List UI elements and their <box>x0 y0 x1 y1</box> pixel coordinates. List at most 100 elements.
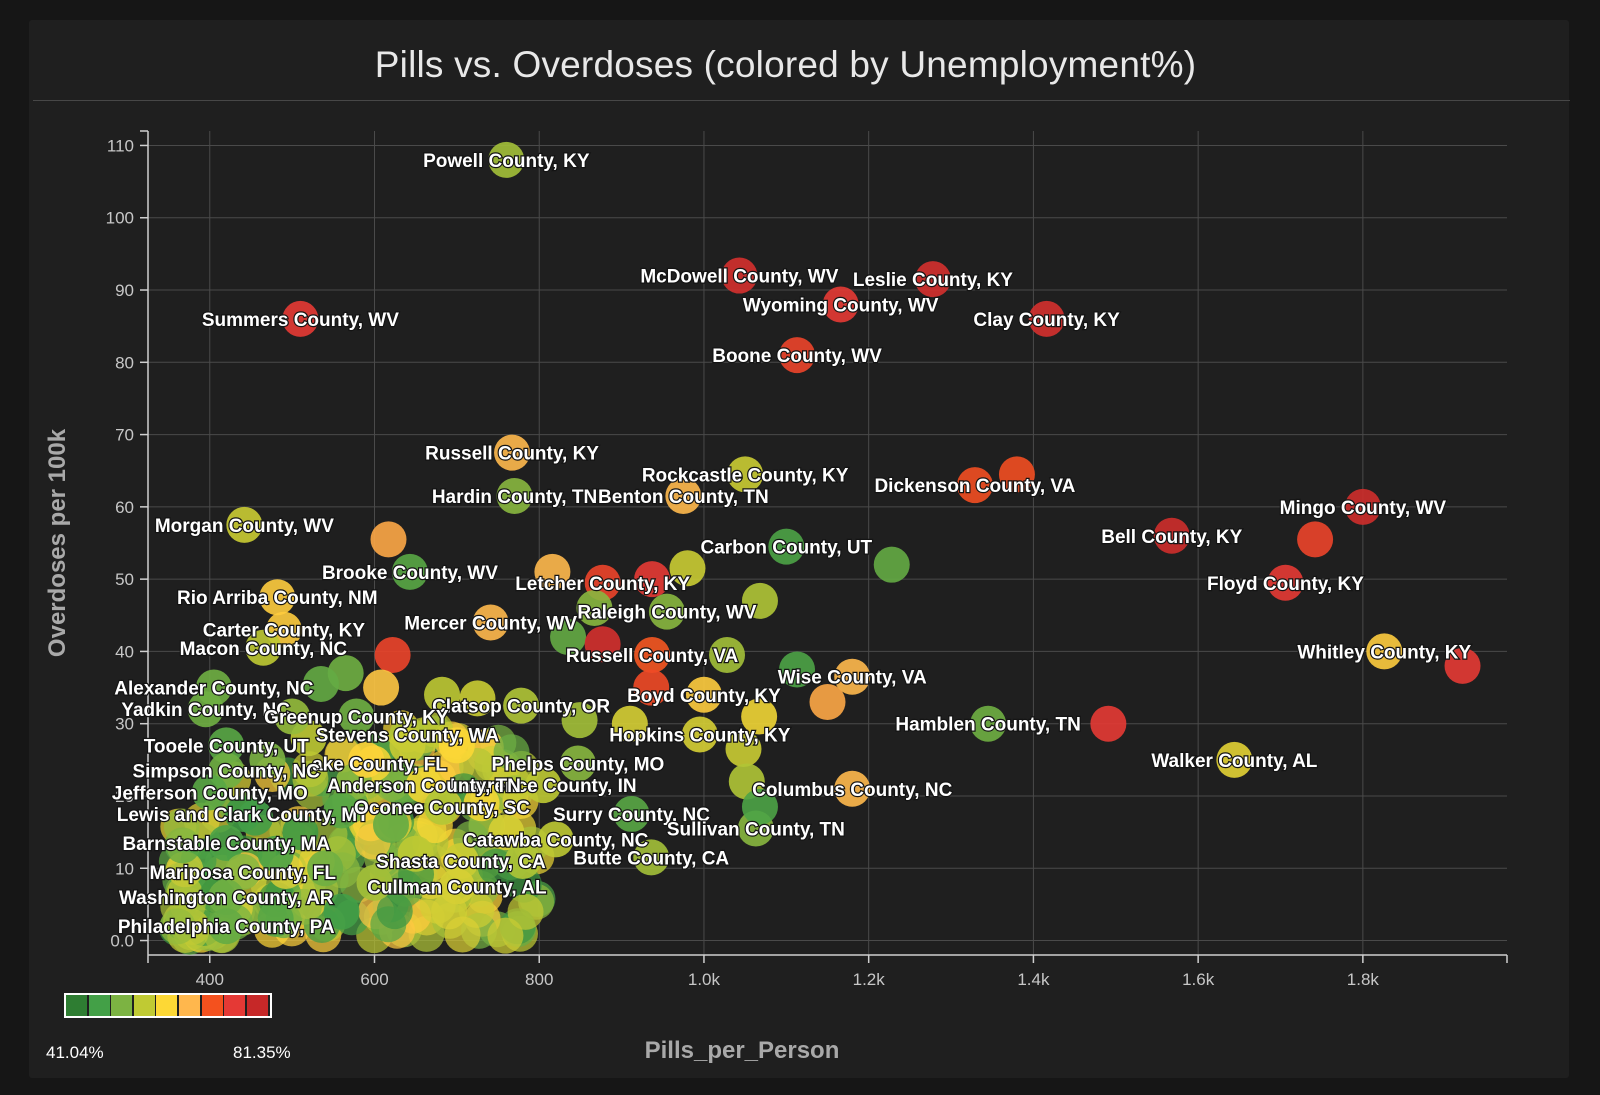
data-point-marker[interactable] <box>1028 300 1065 337</box>
data-point-marker[interactable] <box>323 792 360 829</box>
data-point-marker[interactable] <box>438 868 475 905</box>
data-point-marker[interactable] <box>245 629 282 666</box>
data-point-marker[interactable] <box>584 626 621 663</box>
data-point-marker[interactable] <box>634 561 671 598</box>
data-point-marker[interactable] <box>249 741 286 778</box>
data-point-marker[interactable] <box>1297 521 1334 558</box>
data-point-marker[interactable] <box>956 467 993 504</box>
data-point-marker[interactable] <box>282 814 319 851</box>
x-axis-title: Pills_per_Person <box>645 1037 840 1064</box>
data-point-marker[interactable] <box>391 553 428 590</box>
data-point-marker[interactable] <box>191 774 228 811</box>
data-point-marker[interactable] <box>998 456 1035 493</box>
data-point-marker[interactable] <box>374 637 411 674</box>
data-point-marker[interactable] <box>1153 517 1190 554</box>
data-point-marker[interactable] <box>534 553 571 590</box>
legend-swatch <box>88 995 110 1016</box>
data-point-marker[interactable] <box>488 814 525 851</box>
data-point-marker[interactable] <box>550 618 587 655</box>
data-point-marker[interactable] <box>226 506 263 543</box>
data-point-marker[interactable] <box>257 835 294 872</box>
data-point-marker[interactable] <box>611 705 648 742</box>
data-point-marker[interactable] <box>634 637 671 674</box>
data-point-marker[interactable] <box>302 665 339 702</box>
data-point-marker[interactable] <box>503 687 540 724</box>
data-point-marker[interactable] <box>834 658 871 695</box>
data-point-marker[interactable] <box>709 637 746 674</box>
data-point-label: Surry County, NC <box>553 805 710 826</box>
data-point-marker[interactable] <box>1216 741 1253 778</box>
data-point-marker[interactable] <box>970 705 1007 742</box>
data-point-marker[interactable] <box>648 593 685 630</box>
data-point-marker[interactable] <box>389 727 426 764</box>
data-point-label: Summers County, WV <box>202 310 399 331</box>
data-point-label: Cullman County, AL <box>367 877 547 898</box>
data-point-marker[interactable] <box>208 879 245 916</box>
data-point-label: Macon County, NC <box>180 639 348 660</box>
data-point-marker[interactable] <box>873 546 910 583</box>
data-point-marker[interactable] <box>834 770 871 807</box>
data-point-marker[interactable] <box>372 806 409 843</box>
data-point-marker[interactable] <box>282 300 319 337</box>
data-point-marker[interactable] <box>504 843 541 880</box>
data-point-marker[interactable] <box>187 691 224 728</box>
data-point-marker[interactable] <box>438 727 475 764</box>
data-point-marker[interactable] <box>1366 633 1403 670</box>
cluster-point-marker <box>507 893 544 930</box>
data-point-marker[interactable] <box>494 434 531 471</box>
data-point-marker[interactable] <box>348 741 385 778</box>
data-point-marker[interactable] <box>559 745 596 782</box>
x-tick-label: 1.6k <box>1182 970 1215 989</box>
data-point-marker[interactable] <box>463 785 500 822</box>
data-point-marker[interactable] <box>525 767 562 804</box>
data-point-marker[interactable] <box>561 702 598 739</box>
data-point-marker[interactable] <box>741 788 778 825</box>
data-point-marker[interactable] <box>370 521 407 558</box>
data-point-marker[interactable] <box>397 835 434 872</box>
data-point-marker[interactable] <box>307 850 344 887</box>
data-point-marker[interactable] <box>537 821 574 858</box>
data-point-marker[interactable] <box>1267 564 1304 601</box>
data-point-marker[interactable] <box>633 839 670 876</box>
data-point-marker[interactable] <box>237 799 274 836</box>
data-point-marker[interactable] <box>1090 705 1127 742</box>
data-point-marker[interactable] <box>633 669 670 706</box>
data-point-marker[interactable] <box>257 900 294 937</box>
data-point-marker[interactable] <box>1444 647 1481 684</box>
data-point-label: Sullivan County, TN <box>667 820 845 841</box>
data-point-marker[interactable] <box>363 669 400 706</box>
data-point-marker[interactable] <box>259 579 296 616</box>
data-point-marker[interactable] <box>779 337 816 374</box>
data-point-marker[interactable] <box>914 261 951 298</box>
data-point-marker[interactable] <box>208 908 245 945</box>
data-point-marker[interactable] <box>488 141 525 178</box>
data-point-marker[interactable] <box>809 684 846 721</box>
data-point-marker[interactable] <box>822 286 859 323</box>
data-point-marker[interactable] <box>727 456 764 493</box>
data-point-marker[interactable] <box>665 478 702 515</box>
data-point-marker[interactable] <box>741 582 778 619</box>
data-point-marker[interactable] <box>681 716 718 753</box>
data-point-marker[interactable] <box>741 698 778 735</box>
data-point-marker[interactable] <box>669 550 706 587</box>
data-point-marker[interactable] <box>424 676 461 713</box>
data-point-marker[interactable] <box>685 676 722 713</box>
data-point-marker[interactable] <box>613 796 650 833</box>
data-point-marker[interactable] <box>1344 488 1381 525</box>
data-point-marker[interactable] <box>424 788 461 825</box>
data-point-marker[interactable] <box>721 257 758 294</box>
data-point-marker[interactable] <box>274 698 311 735</box>
data-point-marker[interactable] <box>208 727 245 764</box>
data-point-marker[interactable] <box>725 731 762 767</box>
data-point-marker[interactable] <box>356 864 393 901</box>
data-point-marker[interactable] <box>576 590 613 627</box>
data-point-marker[interactable] <box>779 651 816 688</box>
data-point-marker[interactable] <box>496 478 533 515</box>
data-point-marker[interactable] <box>338 698 375 735</box>
cluster-point-marker <box>444 916 481 953</box>
data-point-marker[interactable] <box>323 893 360 930</box>
data-point-marker[interactable] <box>472 604 509 641</box>
data-point-marker[interactable] <box>768 528 805 565</box>
data-point-marker[interactable] <box>459 680 496 717</box>
data-point-marker[interactable] <box>208 824 245 861</box>
